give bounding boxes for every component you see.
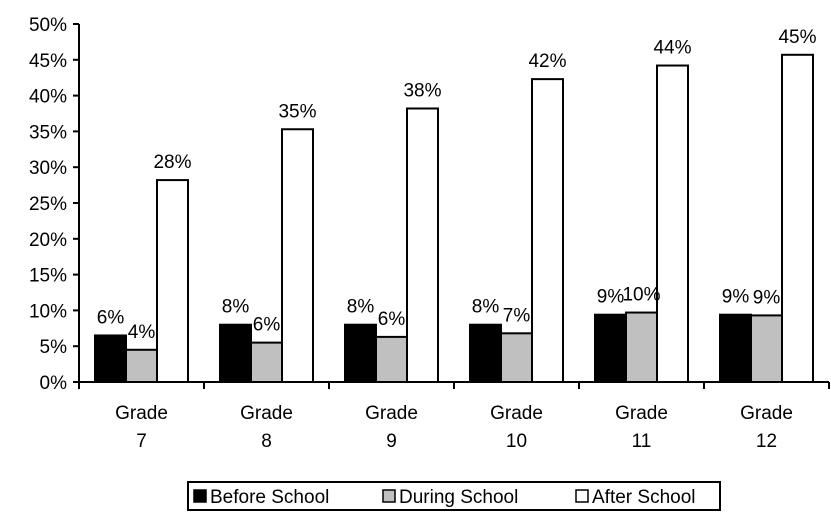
legend-box bbox=[187, 481, 721, 511]
category-label-line1: Grade bbox=[365, 403, 418, 424]
legend-label-during-school: During School bbox=[399, 487, 518, 508]
bar-during-school bbox=[750, 314, 783, 383]
data-label-after-school: 35% bbox=[278, 101, 316, 122]
x-axis: Grade 7 Grade 8 Grade 9 Grade 10 Grade 11 Grade 12 bbox=[78, 381, 830, 452]
data-labels: 6%4%28%8%6%35%8%6%38%8% 7%42%9%10%44%9% 9%… bbox=[97, 27, 817, 343]
bar-after-school bbox=[531, 78, 564, 384]
bar-during-school bbox=[125, 348, 158, 383]
category-label-line2: 9 bbox=[386, 431, 397, 452]
category-label-line2: 12 bbox=[756, 431, 777, 452]
data-label-during-school: 7% bbox=[503, 305, 531, 326]
data-label-before-school: 9% bbox=[722, 287, 750, 308]
data-label-before-school: 8% bbox=[222, 297, 250, 318]
data-label-before-school: 8% bbox=[472, 297, 500, 318]
bar-during-school bbox=[250, 341, 283, 383]
bar-after-school bbox=[281, 128, 314, 383]
y-tick-label: 30% bbox=[29, 158, 67, 179]
data-label-during-school: 6% bbox=[253, 315, 281, 336]
y-axis: 0% 5% 10% 15% 20% 25% 30% 35% 40% 45% 50% bbox=[29, 15, 80, 394]
data-label-after-school: 28% bbox=[153, 152, 191, 173]
category-label-line1: Grade bbox=[740, 403, 793, 424]
bar-after-school bbox=[406, 107, 439, 383]
bar-after-school bbox=[781, 53, 814, 384]
bar-before-school bbox=[719, 313, 752, 384]
bars bbox=[94, 53, 814, 384]
category-label-line1: Grade bbox=[115, 403, 168, 424]
y-tick-label: 10% bbox=[29, 301, 67, 322]
data-label-after-school: 44% bbox=[653, 38, 691, 59]
y-tick-label: 5% bbox=[40, 337, 68, 358]
data-label-after-school: 42% bbox=[528, 51, 566, 72]
category-label-line2: 8 bbox=[261, 431, 272, 452]
y-tick-label: 20% bbox=[29, 230, 67, 251]
category-label-line2: 7 bbox=[136, 431, 147, 452]
bar-after-school bbox=[156, 179, 189, 383]
bar-during-school bbox=[375, 335, 408, 383]
y-tick-label: 35% bbox=[29, 122, 67, 143]
data-label-during-school: 10% bbox=[622, 285, 660, 306]
legend: Before School During School After School bbox=[187, 481, 721, 511]
bar-after-school bbox=[656, 64, 689, 383]
category-label-line1: Grade bbox=[490, 403, 543, 424]
bar-before-school bbox=[344, 323, 377, 383]
data-label-before-school: 9% bbox=[597, 287, 625, 308]
legend-label-before-school: Before School bbox=[210, 487, 329, 508]
bar-during-school bbox=[625, 311, 658, 384]
legend-swatch-after-school bbox=[575, 489, 589, 503]
category-label-line2: 10 bbox=[506, 431, 527, 452]
legend-swatch-during-school bbox=[382, 489, 396, 503]
data-label-after-school: 45% bbox=[778, 27, 816, 48]
data-label-during-school: 9% bbox=[753, 287, 781, 308]
y-tick-label: 0% bbox=[40, 373, 68, 394]
data-label-before-school: 8% bbox=[347, 297, 375, 318]
y-tick-label: 15% bbox=[29, 266, 67, 287]
legend-label-after-school: After School bbox=[592, 487, 696, 508]
bar-before-school bbox=[594, 313, 627, 384]
data-label-before-school: 6% bbox=[97, 307, 125, 328]
data-label-during-school: 6% bbox=[378, 309, 406, 330]
data-label-after-school: 38% bbox=[403, 80, 441, 101]
bar-during-school bbox=[500, 332, 533, 384]
y-tick-label: 25% bbox=[29, 194, 67, 215]
legend-swatch-before-school bbox=[193, 489, 207, 503]
category-label-line1: Grade bbox=[615, 403, 668, 424]
bar-before-school bbox=[94, 334, 127, 383]
y-tick-label: 50% bbox=[29, 15, 67, 36]
bar-before-school bbox=[469, 323, 502, 383]
y-tick-label: 45% bbox=[29, 51, 67, 72]
y-tick-label: 40% bbox=[29, 87, 67, 108]
bar-before-school bbox=[219, 323, 252, 383]
category-label-line1: Grade bbox=[240, 403, 293, 424]
data-label-during-school: 4% bbox=[128, 322, 156, 343]
category-label-line2: 11 bbox=[632, 431, 652, 452]
